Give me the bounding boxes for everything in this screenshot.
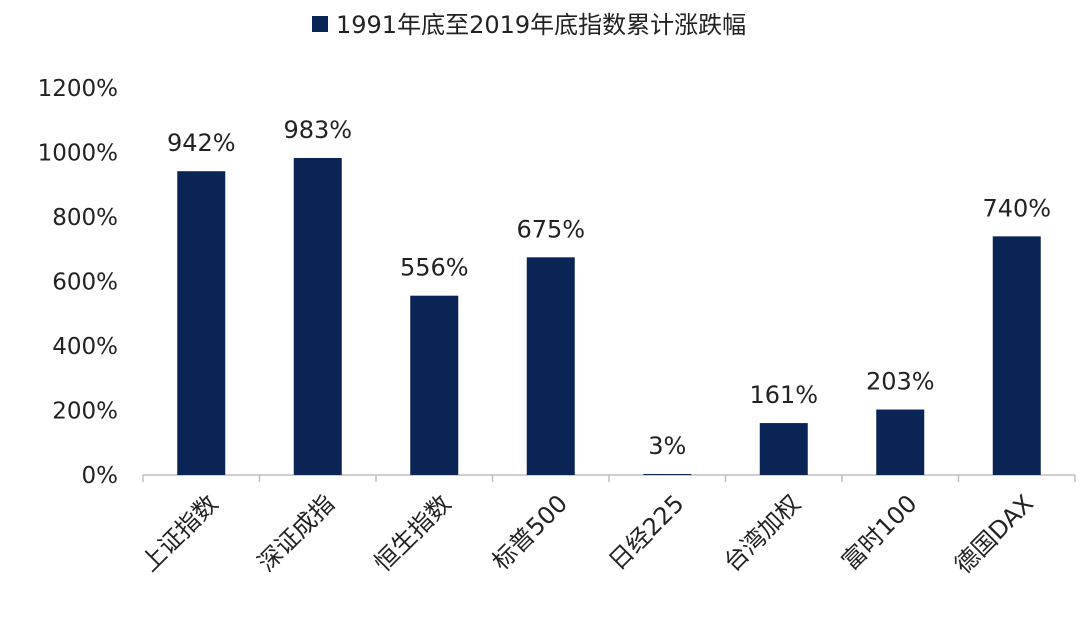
y-tick-label: 400% — [52, 334, 118, 360]
data-label: 161% — [749, 381, 818, 409]
data-label: 3% — [648, 432, 686, 460]
y-tick-label: 1200% — [38, 76, 118, 102]
x-tick-label: 日经225 — [603, 489, 689, 575]
bar — [643, 474, 692, 475]
y-tick-label: 600% — [52, 270, 118, 296]
x-axis — [142, 474, 1076, 482]
y-axis: 0% 200% 400% 600% 800% 1000% 1200% — [38, 76, 118, 489]
data-label: 556% — [400, 254, 469, 282]
y-tick-label: 800% — [52, 205, 118, 231]
x-tick-label: 德国DAX — [949, 489, 1039, 579]
y-tick-label: 1000% — [38, 141, 118, 167]
data-label: 675% — [516, 215, 585, 243]
x-tick-label: 标普500 — [487, 489, 573, 575]
legend-swatch — [312, 16, 328, 32]
y-tick-label: 0% — [82, 463, 119, 489]
bars — [177, 157, 1041, 476]
x-tick-label: 恒生指数 — [369, 489, 457, 577]
data-label: 983% — [283, 116, 352, 144]
data-label: 203% — [866, 368, 935, 396]
bar — [876, 409, 925, 475]
x-tick-label: 富时100 — [836, 489, 922, 575]
x-tick-labels: 上证指数 深证成指 恒生指数 标普500 日经225 台湾加权 富时100 德国DAX — [136, 489, 1039, 579]
legend-label: 1991年底至2019年底指数累计涨跌幅 — [336, 11, 746, 39]
x-tick-label: 上证指数 — [136, 489, 224, 577]
bar — [410, 295, 459, 475]
bar — [759, 423, 808, 475]
x-tick-label: 台湾加权 — [718, 489, 806, 577]
bar — [177, 171, 226, 475]
bar — [992, 236, 1041, 475]
legend: 1991年底至2019年底指数累计涨跌幅 — [312, 11, 746, 39]
y-tick-label: 200% — [52, 399, 118, 425]
x-tick-label: 深证成指 — [252, 489, 340, 577]
data-label: 942% — [167, 129, 236, 157]
bar — [526, 257, 575, 475]
bar — [293, 157, 342, 476]
data-labels: 942% 983% 556% 675% 3% 161% 203% 740% — [167, 116, 1051, 460]
data-label: 740% — [982, 194, 1051, 222]
